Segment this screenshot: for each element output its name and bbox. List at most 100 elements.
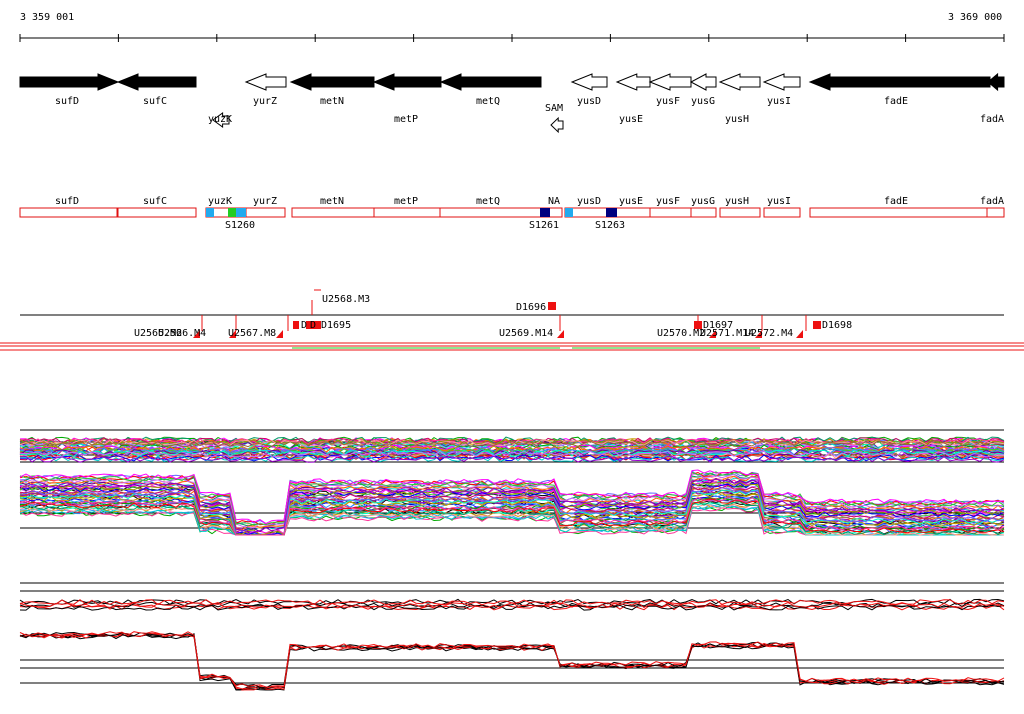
downshift-marker[interactable] [306,321,314,329]
gene-arrow-sam[interactable] [550,116,564,134]
upper-trace [19,482,1005,536]
gene-label-sufc: sufC [143,96,167,107]
upper-trace [19,489,1005,536]
lower-trace [19,634,1005,691]
upshift-marker[interactable] [193,330,200,338]
gene-arrow-yuzk[interactable] [212,112,230,128]
segment-label-metp: metP [394,196,418,207]
gene-label-yusd: yusD [577,96,601,107]
upper-trace [19,439,1005,447]
upshift-label: U2568.M3 [322,294,370,305]
lower-trace [19,602,1005,609]
downshift-marker[interactable] [314,321,321,329]
upshift-marker[interactable] [557,330,564,338]
upper-trace [19,496,1005,536]
gene-arrow-yurz[interactable] [244,73,287,91]
downshift-label: D1695 [321,320,351,331]
downshift-marker[interactable] [813,321,821,329]
downshift-label: D1697 [703,320,733,331]
upper-trace [19,455,1005,463]
upshift-marker[interactable] [755,330,762,338]
segment-box[interactable] [439,207,563,218]
segment-box[interactable] [117,207,197,218]
lower-trace [19,604,1005,611]
upshift-marker[interactable] [229,330,236,338]
gene-annotation-track[interactable] [19,72,1005,134]
segment-box[interactable] [986,207,1005,218]
downshift-marker[interactable] [293,321,299,329]
segment-label-yuse: yusE [619,196,643,207]
gene-label-yuzk: yuzK [208,114,232,125]
segment-box[interactable] [245,207,286,218]
gene-arrow-metq[interactable] [439,73,542,91]
upper-profile-panel [19,429,1005,536]
gene-label-yush: yusH [725,114,749,125]
gene-arrow-yusd[interactable] [570,73,608,91]
segment-box[interactable] [373,207,441,218]
gene-arrow-yusg[interactable] [689,73,717,91]
upper-trace [19,481,1005,536]
upshift-label: U2566.M4 [158,328,206,339]
segment-box[interactable] [809,207,988,218]
upshift-label: U2565.M2 [134,328,182,339]
upshift-marker[interactable] [276,330,283,338]
gene-label-sufd: sufD [55,96,79,107]
upshift-label: U2572.M4 [745,328,793,339]
segment-label-yuzk: yuzK [208,196,232,207]
segment-label-yusd: yusD [577,196,601,207]
segment-label-yush: yusH [725,196,749,207]
segment-label-metq: metQ [476,196,500,207]
upper-trace [19,446,1005,454]
upper-trace [19,440,1005,448]
upper-trace [19,501,1005,536]
gene-arrow-yuse[interactable] [615,73,651,91]
downshift-marker[interactable] [548,302,556,310]
segment-box[interactable] [19,207,118,218]
segment-label-na: NA [548,196,560,207]
gene-label-fade: fadE [884,96,908,107]
upper-trace [19,448,1005,456]
site-label-s1260: S1260 [225,220,255,231]
upper-trace [19,469,1005,525]
upshift-marker[interactable] [709,330,716,338]
upper-trace [19,487,1005,536]
lower-profile-panel [19,582,1005,691]
segment-box[interactable] [291,207,375,218]
gene-arrow-fada[interactable] [987,72,1005,92]
site-label-s1263: S1263 [595,220,625,231]
segment-label-yusi: yusI [767,196,791,207]
upper-trace [19,503,1005,536]
gene-label-yuse: yusE [619,114,643,125]
upshift-marker[interactable] [796,330,803,338]
lower-trace [19,632,1005,690]
gene-arrow-sufc[interactable] [116,73,197,91]
site-label-s1261: S1261 [529,220,559,231]
gene-arrow-fade[interactable] [808,73,991,91]
gene-arrow-yush[interactable] [718,73,761,91]
segment-label-fade: fadE [884,196,908,207]
gene-arrow-sufd[interactable] [19,73,120,91]
upper-trace [19,475,1005,531]
upper-trace [19,453,1005,461]
gene-arrow-metn[interactable] [289,73,375,91]
segment-box[interactable] [763,207,801,218]
segment-box[interactable] [649,207,692,218]
gene-arrow-metp[interactable] [372,73,442,91]
segment-fill [565,208,573,217]
upshift-label: U2571.M14 [700,328,754,339]
segment-box[interactable] [690,207,717,218]
gene-label-metn: metN [320,96,344,107]
gene-label-yurz: yurZ [253,96,277,107]
segmentation-track[interactable]: sufD sufC yuzK yurZ metN metP metQ NA yusD yusE yu… [19,196,1005,231]
segment-box[interactable] [719,207,761,218]
segment-fill [236,208,246,217]
upper-trace [19,478,1005,533]
gene-label-fada: fadA [980,114,1004,125]
gene-label-group: sufD sufC yuzK yurZ metN metP metQ SAM yusD yusE y… [55,96,1004,125]
gene-arrow-yusf[interactable] [648,73,692,91]
gene-arrow-yusi[interactable] [762,73,801,91]
upper-trace [19,441,1005,449]
